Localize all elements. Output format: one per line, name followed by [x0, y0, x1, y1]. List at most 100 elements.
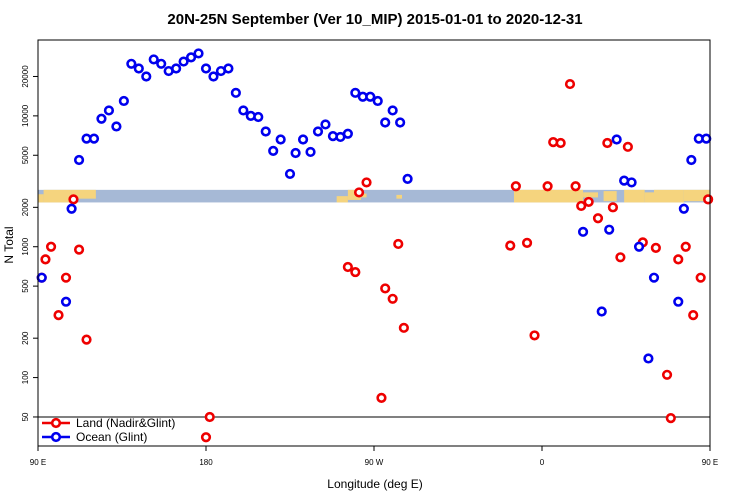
- ocean-point: [365, 91, 376, 102]
- land-point: [703, 194, 714, 205]
- ocean-point: [66, 203, 77, 214]
- legend-marker-land: [50, 417, 62, 429]
- y-tick-label: 100: [21, 370, 30, 384]
- legend-label-land: Land (Nadir&Glint): [76, 416, 175, 430]
- land-point: [607, 202, 619, 213]
- land-point: [393, 238, 404, 250]
- ocean-point: [178, 56, 189, 67]
- land-point: [380, 283, 391, 294]
- ocean-point: [626, 177, 637, 188]
- map-band-land: [43, 189, 72, 203]
- land-point: [398, 322, 409, 333]
- ocean-point: [297, 134, 309, 145]
- land-point: [387, 293, 398, 304]
- y-tick-label: 20000: [21, 65, 30, 88]
- map-band-land: [71, 189, 96, 199]
- land-point: [68, 194, 79, 205]
- ocean-point: [73, 154, 85, 166]
- ocean-point: [223, 63, 234, 74]
- chart-title: 20N-25N September (Ver 10_MIP) 2015-01-0…: [167, 11, 582, 28]
- land-point: [665, 413, 676, 424]
- ocean-point: [350, 87, 361, 98]
- ocean-point: [611, 134, 622, 145]
- ocean-point: [60, 296, 72, 307]
- map-band-land: [360, 193, 367, 198]
- land-point: [353, 187, 365, 198]
- ocean-point: [103, 105, 115, 116]
- land-point: [350, 266, 361, 278]
- ocean-point: [312, 126, 324, 137]
- ocean-point: [678, 203, 689, 214]
- y-tick-label: 10000: [21, 104, 30, 127]
- land-point: [688, 310, 699, 321]
- y-tick-label: 1000: [21, 237, 30, 255]
- x-axis: 90 E 180 90 W 0 90 E: [30, 446, 718, 467]
- map-band-land: [683, 189, 710, 202]
- ocean-point: [643, 353, 654, 364]
- ocean-point: [126, 58, 137, 69]
- ocean-point: [633, 241, 645, 252]
- map-band-land: [644, 192, 654, 203]
- map-band-land: [38, 194, 44, 203]
- y-axis-label: N Total: [2, 226, 16, 263]
- y-tick-label: 5000: [21, 146, 30, 164]
- land-point: [564, 78, 576, 90]
- land-point: [200, 432, 212, 443]
- ocean-point: [673, 296, 684, 307]
- land-point: [376, 392, 387, 403]
- x-tick-label: 90 W: [365, 458, 384, 467]
- ocean-point: [275, 134, 286, 145]
- x-tick-label: 180: [199, 458, 213, 467]
- ocean-point: [230, 87, 241, 98]
- ocean-point: [200, 63, 212, 74]
- ocean-point: [193, 48, 204, 59]
- land-point: [622, 141, 633, 152]
- legend-label-ocean: Ocean (Glint): [76, 430, 147, 444]
- map-band-land: [583, 192, 598, 198]
- ocean-point: [118, 95, 129, 107]
- ocean-point: [305, 146, 316, 158]
- ocean-point: [156, 58, 167, 69]
- land-point: [529, 330, 540, 341]
- ocean-point: [577, 226, 589, 237]
- land-point: [81, 334, 92, 345]
- land-point: [673, 254, 684, 265]
- map-band-land: [624, 189, 645, 203]
- map-band-land: [514, 189, 584, 203]
- y-tick-label: 200: [21, 331, 30, 345]
- ocean-point: [171, 63, 182, 74]
- x-axis-label: Longitude (deg E): [327, 477, 422, 491]
- x-tick-label: 90 E: [30, 458, 46, 467]
- x-tick-label: 90 E: [702, 458, 718, 467]
- ocean-point: [380, 117, 391, 128]
- land-point: [342, 261, 353, 273]
- land-point: [615, 252, 626, 263]
- ocean-point: [290, 147, 301, 159]
- land-point: [361, 177, 372, 188]
- ocean-point: [596, 306, 607, 317]
- land-point: [576, 200, 587, 212]
- map-band: [38, 189, 710, 203]
- plot-frame: [37, 39, 711, 447]
- land-point: [583, 196, 594, 208]
- ocean-point: [111, 121, 122, 132]
- ocean-point: [604, 224, 615, 235]
- land-point: [592, 213, 604, 224]
- land-point: [521, 237, 533, 248]
- ocean-point: [387, 105, 398, 116]
- land-point: [505, 240, 516, 251]
- map-band-land: [603, 191, 617, 202]
- y-tick-label: 2000: [21, 198, 30, 216]
- ocean-point: [402, 173, 413, 184]
- land-point: [695, 272, 706, 283]
- ocean-point: [268, 145, 279, 156]
- ocean-point: [96, 113, 107, 124]
- y-tick-label: 50: [21, 412, 30, 421]
- land-point: [680, 241, 691, 252]
- map-band-land: [336, 196, 348, 203]
- ocean-point: [36, 272, 47, 283]
- map-band-land: [654, 189, 684, 203]
- plot-points: [36, 48, 714, 443]
- legend: Land (Nadir&Glint)Ocean (Glint): [42, 416, 175, 444]
